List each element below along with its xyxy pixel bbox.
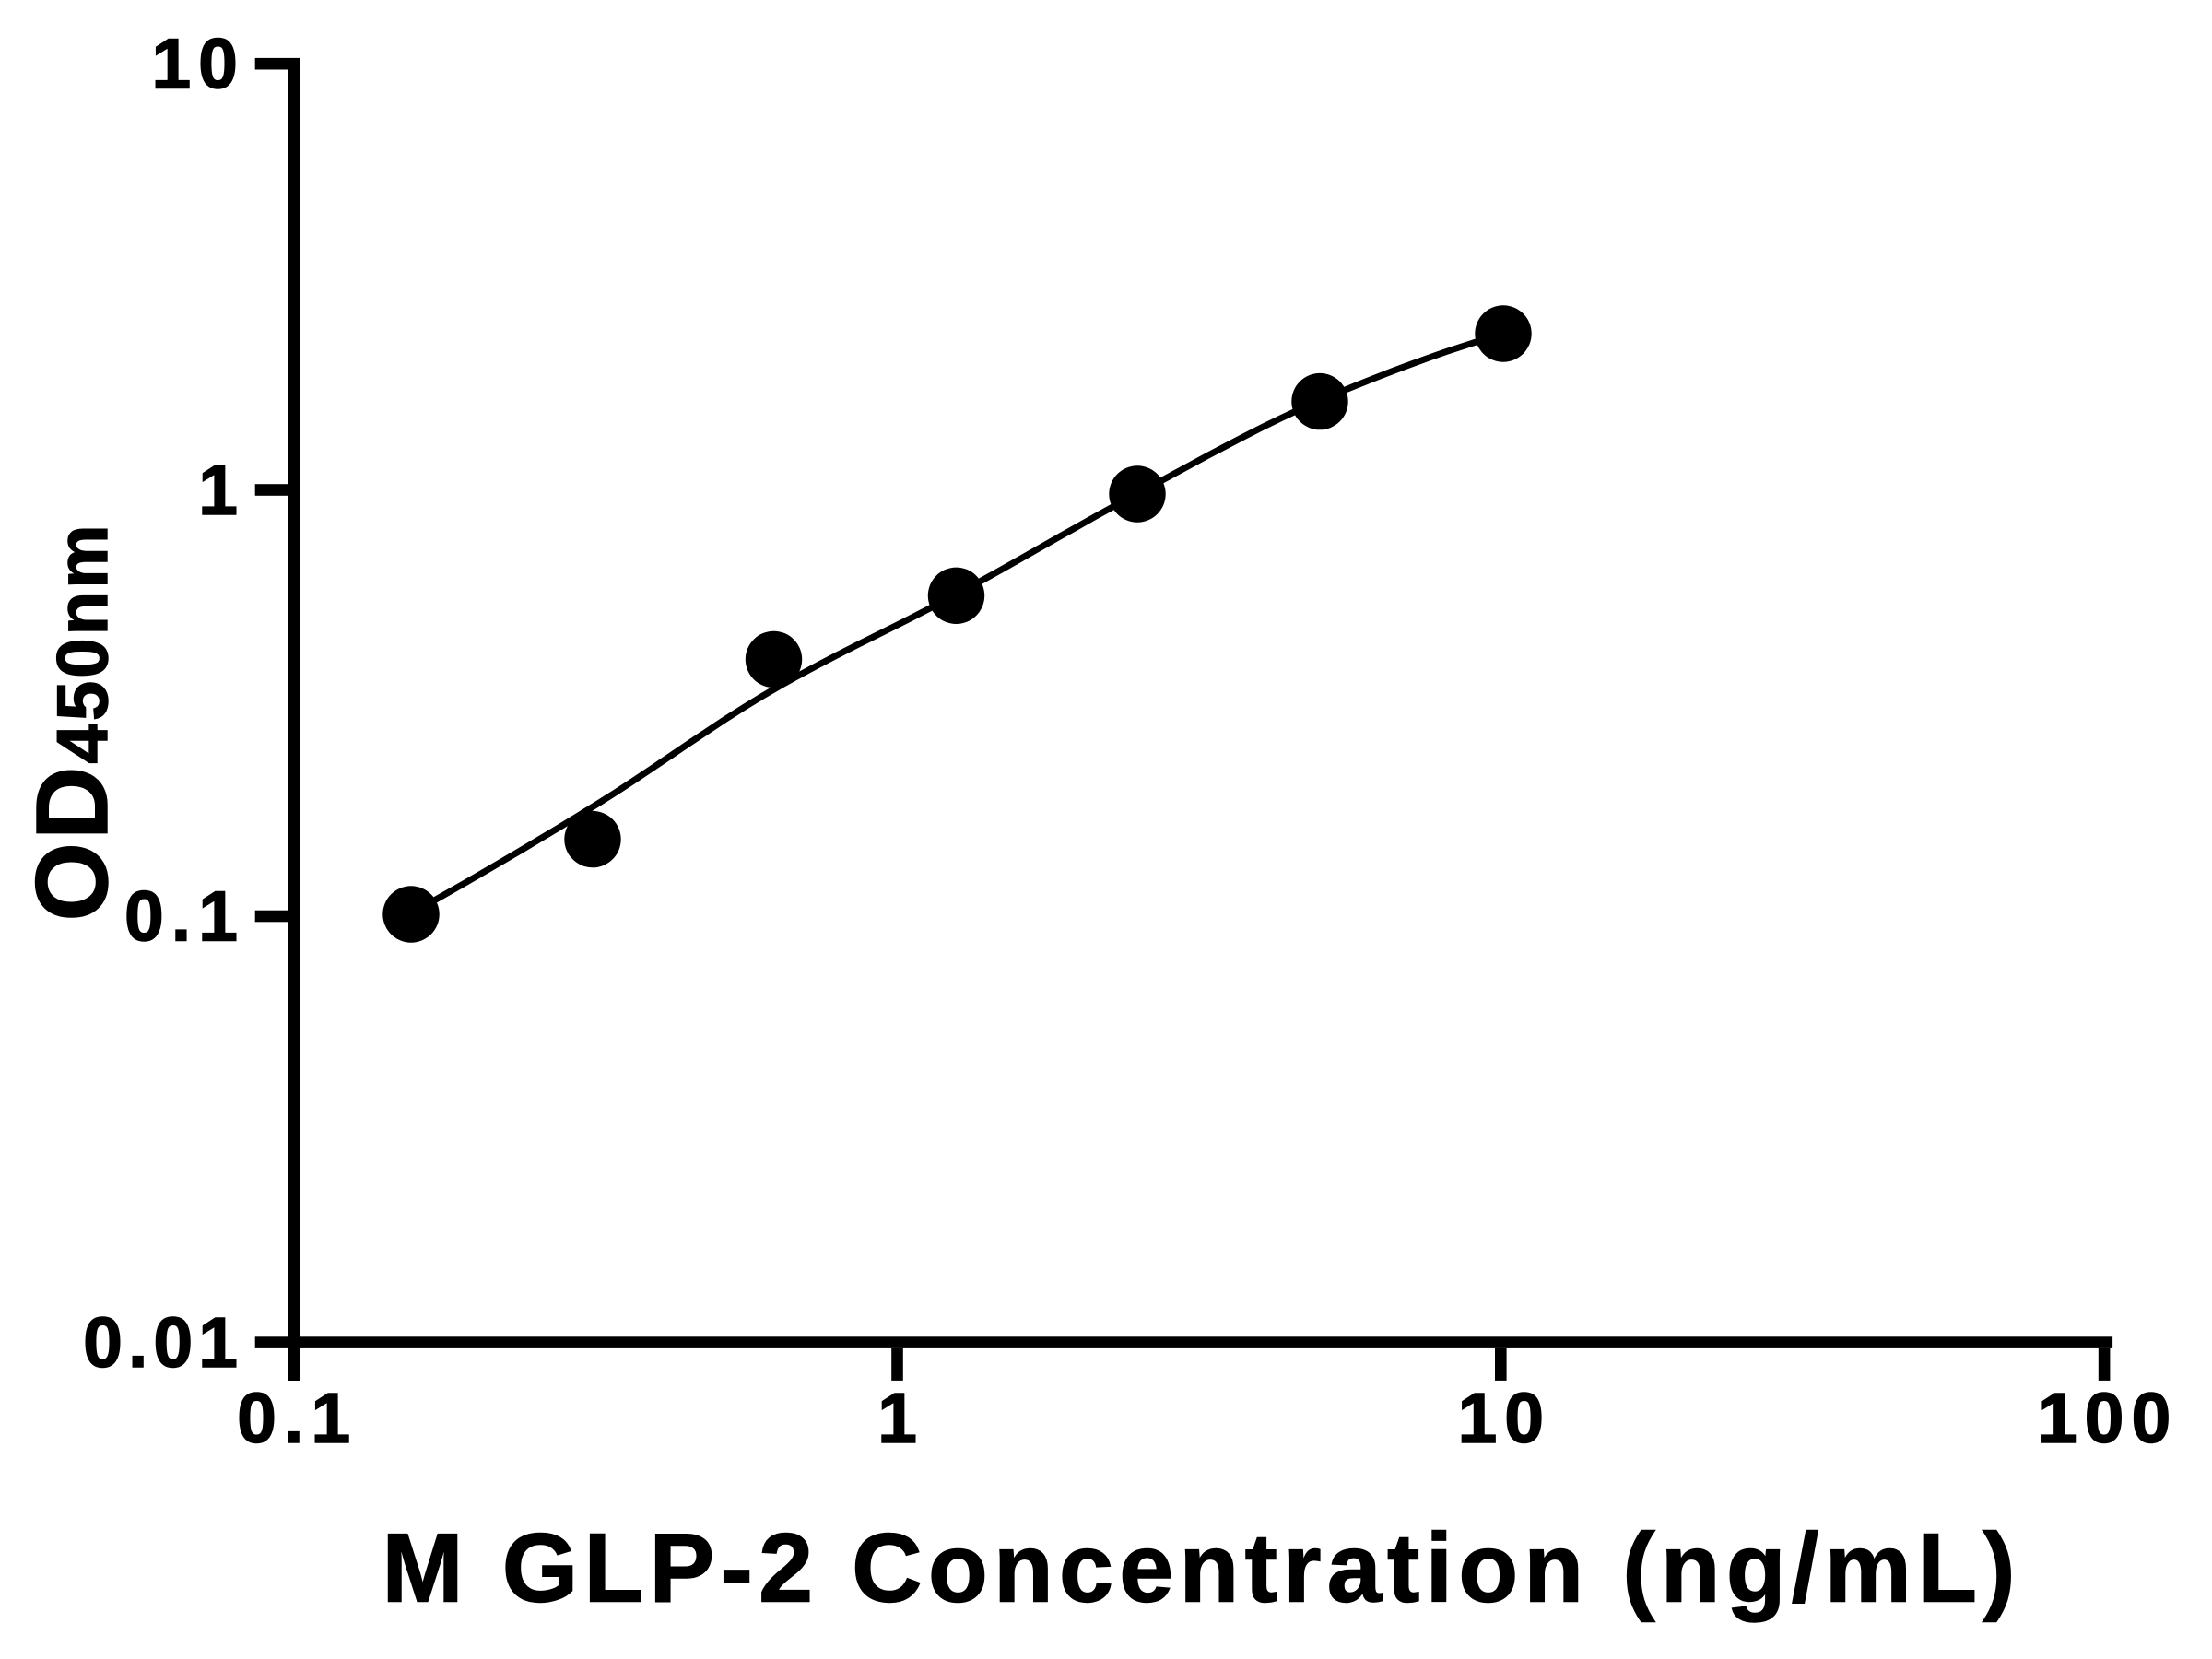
svg-text:0.1: 0.1: [237, 1379, 358, 1458]
svg-text:10: 10: [1457, 1379, 1551, 1458]
svg-text:OD450nm: OD450nm: [16, 522, 129, 921]
svg-text:1: 1: [877, 1379, 924, 1458]
svg-text:100: 100: [2038, 1379, 2178, 1458]
svg-text:1: 1: [198, 451, 245, 530]
svg-text:0.01: 0.01: [83, 1303, 243, 1382]
svg-text:0.1: 0.1: [124, 877, 245, 957]
svg-text:M GLP-2 Concentration (ng/mL): M GLP-2 Concentration (ng/mL): [382, 1514, 2021, 1623]
svg-text:10: 10: [151, 25, 245, 104]
